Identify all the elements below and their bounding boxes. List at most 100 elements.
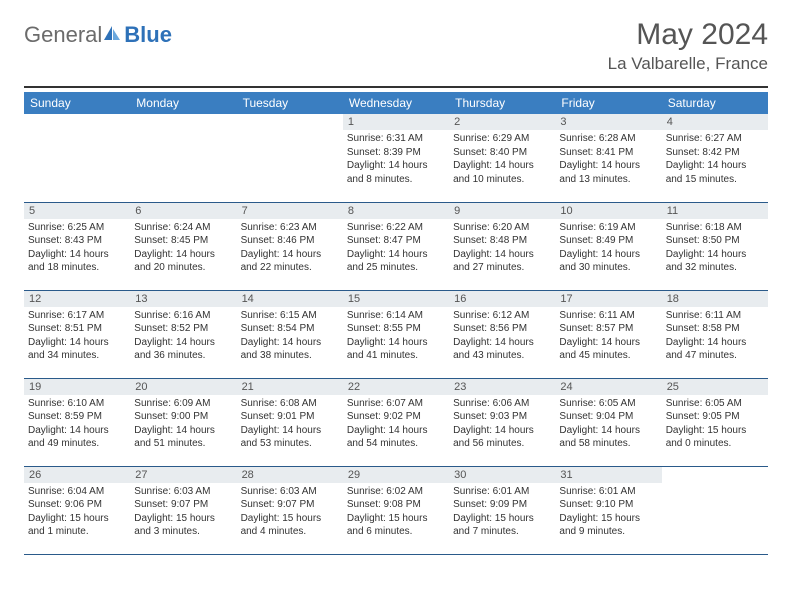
day-content: Sunrise: 6:06 AMSunset: 9:03 PMDaylight:… [449,395,555,455]
sunrise-line: Sunrise: 6:04 AM [28,485,126,499]
calendar-day-cell: 25Sunrise: 6:05 AMSunset: 9:05 PMDayligh… [662,378,768,466]
sunset-line: Sunset: 8:55 PM [347,322,445,336]
day-content: Sunrise: 6:04 AMSunset: 9:06 PMDaylight:… [24,483,130,543]
sunrise-line: Sunrise: 6:01 AM [453,485,551,499]
daylight-line: Daylight: 14 hours and 47 minutes. [666,336,764,363]
sunset-line: Sunset: 8:45 PM [134,234,232,248]
daylight-line: Daylight: 15 hours and 0 minutes. [666,424,764,451]
sunrise-line: Sunrise: 6:29 AM [453,132,551,146]
weekday-header: Monday [130,92,236,114]
day-number: 19 [24,379,130,395]
sunset-line: Sunset: 8:46 PM [241,234,339,248]
calendar-day-cell: 20Sunrise: 6:09 AMSunset: 9:00 PMDayligh… [130,378,236,466]
weekday-header: Wednesday [343,92,449,114]
sunrise-line: Sunrise: 6:05 AM [666,397,764,411]
calendar-day-cell: 23Sunrise: 6:06 AMSunset: 9:03 PMDayligh… [449,378,555,466]
day-number: 24 [555,379,661,395]
page-header: General Blue May 2024 La Valbarelle, Fra… [0,0,792,82]
sunset-line: Sunset: 8:57 PM [559,322,657,336]
sunrise-line: Sunrise: 6:20 AM [453,221,551,235]
day-content: Sunrise: 6:16 AMSunset: 8:52 PMDaylight:… [130,307,236,367]
daylight-line: Daylight: 14 hours and 13 minutes. [559,159,657,186]
day-content: Sunrise: 6:10 AMSunset: 8:59 PMDaylight:… [24,395,130,455]
calendar-day-cell: 3Sunrise: 6:28 AMSunset: 8:41 PMDaylight… [555,114,661,202]
calendar-day-cell: 19Sunrise: 6:10 AMSunset: 8:59 PMDayligh… [24,378,130,466]
daylight-line: Daylight: 14 hours and 36 minutes. [134,336,232,363]
calendar-day-cell: 2Sunrise: 6:29 AMSunset: 8:40 PMDaylight… [449,114,555,202]
sunrise-line: Sunrise: 6:07 AM [347,397,445,411]
sunrise-line: Sunrise: 6:19 AM [559,221,657,235]
day-content: Sunrise: 6:25 AMSunset: 8:43 PMDaylight:… [24,219,130,279]
day-content: Sunrise: 6:24 AMSunset: 8:45 PMDaylight:… [130,219,236,279]
sunset-line: Sunset: 9:08 PM [347,498,445,512]
logo-word-general: General [24,22,102,48]
calendar-day-cell: 8Sunrise: 6:22 AMSunset: 8:47 PMDaylight… [343,202,449,290]
sunset-line: Sunset: 9:09 PM [453,498,551,512]
day-content: Sunrise: 6:11 AMSunset: 8:57 PMDaylight:… [555,307,661,367]
calendar-day-cell: 31Sunrise: 6:01 AMSunset: 9:10 PMDayligh… [555,466,661,554]
calendar-day-cell: 7Sunrise: 6:23 AMSunset: 8:46 PMDaylight… [237,202,343,290]
sunset-line: Sunset: 9:07 PM [241,498,339,512]
day-number: 11 [662,203,768,219]
calendar-day-cell: 5Sunrise: 6:25 AMSunset: 8:43 PMDaylight… [24,202,130,290]
sunrise-line: Sunrise: 6:16 AM [134,309,232,323]
sunset-line: Sunset: 9:01 PM [241,410,339,424]
day-number: 25 [662,379,768,395]
calendar-day-cell [130,114,236,202]
daylight-line: Daylight: 15 hours and 1 minute. [28,512,126,539]
day-number: 31 [555,467,661,483]
sunset-line: Sunset: 8:50 PM [666,234,764,248]
day-number: 3 [555,114,661,130]
sunset-line: Sunset: 9:00 PM [134,410,232,424]
sunset-line: Sunset: 8:39 PM [347,146,445,160]
weekday-header: Tuesday [237,92,343,114]
calendar-header-row: SundayMondayTuesdayWednesdayThursdayFrid… [24,92,768,114]
day-content: Sunrise: 6:02 AMSunset: 9:08 PMDaylight:… [343,483,449,543]
day-number: 30 [449,467,555,483]
sunset-line: Sunset: 9:07 PM [134,498,232,512]
weekday-header: Thursday [449,92,555,114]
daylight-line: Daylight: 14 hours and 25 minutes. [347,248,445,275]
calendar-day-cell: 6Sunrise: 6:24 AMSunset: 8:45 PMDaylight… [130,202,236,290]
calendar-day-cell: 13Sunrise: 6:16 AMSunset: 8:52 PMDayligh… [130,290,236,378]
calendar-week-row: 19Sunrise: 6:10 AMSunset: 8:59 PMDayligh… [24,378,768,466]
sunrise-line: Sunrise: 6:22 AM [347,221,445,235]
sunset-line: Sunset: 8:51 PM [28,322,126,336]
sunrise-line: Sunrise: 6:15 AM [241,309,339,323]
calendar-day-cell: 28Sunrise: 6:03 AMSunset: 9:07 PMDayligh… [237,466,343,554]
day-content: Sunrise: 6:05 AMSunset: 9:05 PMDaylight:… [662,395,768,455]
day-number: 28 [237,467,343,483]
day-number: 26 [24,467,130,483]
calendar-day-cell: 22Sunrise: 6:07 AMSunset: 9:02 PMDayligh… [343,378,449,466]
daylight-line: Daylight: 14 hours and 56 minutes. [453,424,551,451]
location-label: La Valbarelle, France [608,54,768,74]
sunrise-line: Sunrise: 6:05 AM [559,397,657,411]
sunrise-line: Sunrise: 6:08 AM [241,397,339,411]
day-number: 4 [662,114,768,130]
daylight-line: Daylight: 14 hours and 34 minutes. [28,336,126,363]
logo-sail-icon [102,24,122,47]
day-number: 13 [130,291,236,307]
day-number: 23 [449,379,555,395]
day-content: Sunrise: 6:17 AMSunset: 8:51 PMDaylight:… [24,307,130,367]
calendar-day-cell: 4Sunrise: 6:27 AMSunset: 8:42 PMDaylight… [662,114,768,202]
daylight-line: Daylight: 14 hours and 49 minutes. [28,424,126,451]
day-content: Sunrise: 6:27 AMSunset: 8:42 PMDaylight:… [662,130,768,190]
calendar-day-cell: 12Sunrise: 6:17 AMSunset: 8:51 PMDayligh… [24,290,130,378]
day-content: Sunrise: 6:01 AMSunset: 9:09 PMDaylight:… [449,483,555,543]
sunset-line: Sunset: 8:43 PM [28,234,126,248]
day-content: Sunrise: 6:12 AMSunset: 8:56 PMDaylight:… [449,307,555,367]
daylight-line: Daylight: 14 hours and 27 minutes. [453,248,551,275]
day-number: 6 [130,203,236,219]
weekday-header: Friday [555,92,661,114]
calendar-day-cell: 11Sunrise: 6:18 AMSunset: 8:50 PMDayligh… [662,202,768,290]
daylight-line: Daylight: 14 hours and 8 minutes. [347,159,445,186]
sunrise-line: Sunrise: 6:03 AM [241,485,339,499]
sunrise-line: Sunrise: 6:02 AM [347,485,445,499]
sunset-line: Sunset: 8:47 PM [347,234,445,248]
calendar-week-row: 12Sunrise: 6:17 AMSunset: 8:51 PMDayligh… [24,290,768,378]
sunset-line: Sunset: 9:05 PM [666,410,764,424]
sunrise-line: Sunrise: 6:09 AM [134,397,232,411]
day-number: 16 [449,291,555,307]
calendar-day-cell: 24Sunrise: 6:05 AMSunset: 9:04 PMDayligh… [555,378,661,466]
